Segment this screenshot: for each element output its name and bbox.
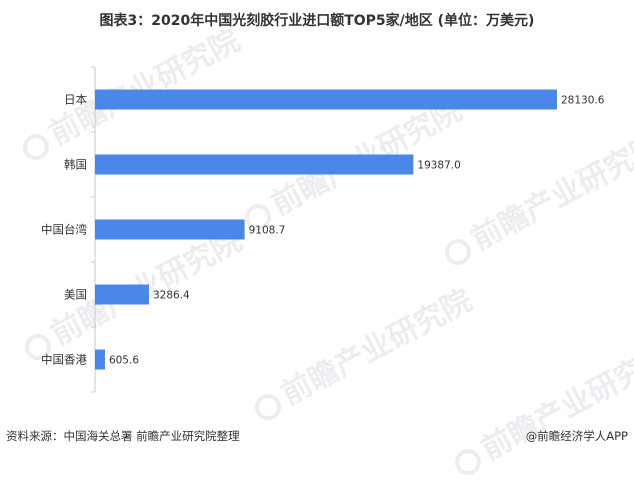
bar — [95, 89, 557, 110]
source-note: 资料来源：中国海关总署 前瞻产业研究院整理 — [6, 429, 240, 443]
bar — [95, 219, 245, 240]
value-label: 9108.7 — [249, 225, 286, 237]
category-label: 美国 — [64, 288, 87, 302]
value-label: 28130.6 — [561, 95, 605, 107]
bar-chart: 日本 28130.6 韩国 19387.0 中国台湾 9108.7 美国 3286.4 中国香港… — [41, 66, 605, 393]
value-label: 3286.4 — [153, 290, 190, 302]
bar — [95, 154, 414, 175]
value-label: 605.6 — [109, 355, 139, 367]
bar — [95, 349, 105, 370]
category-label: 日本 — [64, 93, 87, 107]
bar — [95, 284, 149, 305]
chart-title: 图表3：2020年中国光刻胶行业进口额TOP5家/地区 (单位：万美元) — [99, 13, 535, 29]
category-label: 中国香港 — [41, 353, 87, 367]
category-label: 韩国 — [64, 158, 87, 172]
brand-credit: @前瞻经济学人APP — [525, 429, 628, 443]
value-label: 19387.0 — [417, 160, 460, 172]
category-label: 中国台湾 — [41, 223, 87, 237]
